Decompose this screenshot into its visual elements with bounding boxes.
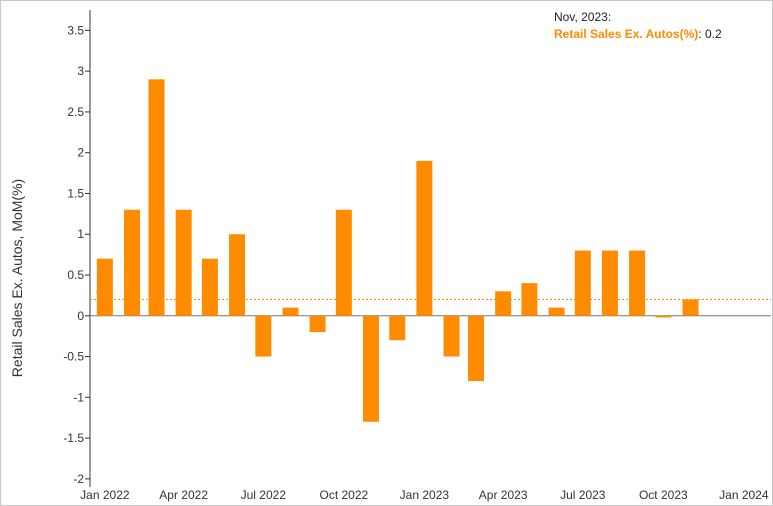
bar[interactable] <box>468 315 485 381</box>
bar[interactable] <box>229 234 246 316</box>
y-tick-label: 1.5 <box>67 186 84 200</box>
x-tick-label: Apr 2022 <box>159 488 208 502</box>
bar[interactable] <box>548 307 565 316</box>
y-tick-label: -2 <box>73 472 84 486</box>
y-tick-label: 1 <box>77 227 84 241</box>
bar[interactable] <box>682 299 699 316</box>
bar[interactable] <box>255 315 272 357</box>
bar[interactable] <box>601 250 618 316</box>
tooltip-line: Retail Sales Ex. Autos(%): 0.2 <box>554 27 722 41</box>
bar[interactable] <box>629 250 646 316</box>
bar[interactable] <box>96 258 113 316</box>
x-tick-label: Jul 2023 <box>560 488 606 502</box>
x-tick-label: Jan 2022 <box>80 488 130 502</box>
x-tick-label: Jan 2023 <box>400 488 450 502</box>
tooltip-date: Nov, 2023: <box>554 10 611 24</box>
bar[interactable] <box>335 209 352 316</box>
bar[interactable] <box>124 209 141 316</box>
bar[interactable] <box>389 315 406 341</box>
y-tick-label: 0 <box>77 309 84 323</box>
bar-series[interactable] <box>96 79 699 422</box>
y-tick-label: 0.5 <box>67 268 84 282</box>
tooltip: Nov, 2023: Retail Sales Ex. Autos(%): 0.… <box>554 10 722 41</box>
bar[interactable] <box>443 315 460 357</box>
bar[interactable] <box>655 315 672 318</box>
x-tick-label: Jul 2022 <box>241 488 287 502</box>
bar[interactable] <box>148 79 165 316</box>
y-tick-label: -0.5 <box>63 350 84 364</box>
y-tick-label: 3.5 <box>67 23 84 37</box>
bar[interactable] <box>309 315 326 333</box>
x-axis: Jan 2022 Apr 2022 Jul 2022 Oct 2022 Jan 2023… <box>80 488 769 502</box>
bar[interactable] <box>416 160 433 316</box>
x-tick-label: Oct 2023 <box>639 488 688 502</box>
tooltip-colon: : <box>698 27 705 41</box>
y-tick-label: 3 <box>77 64 84 78</box>
bar[interactable] <box>282 307 299 316</box>
bar[interactable] <box>574 250 591 316</box>
x-tick-label: Oct 2022 <box>319 488 368 502</box>
bar[interactable] <box>362 315 379 422</box>
reference-line-group: 0 <box>90 286 771 300</box>
reference-line-label: 0 <box>96 286 102 298</box>
y-tick-label: -1.5 <box>63 431 84 445</box>
tooltip-value: 0.2 <box>705 27 722 41</box>
y-tick-label: 2.5 <box>67 105 84 119</box>
bar[interactable] <box>521 283 538 316</box>
bar[interactable] <box>201 258 218 316</box>
x-tick-label: Jan 2024 <box>719 488 769 502</box>
y-tick-label: -1 <box>73 390 84 404</box>
x-tick-label: Apr 2023 <box>479 488 528 502</box>
y-axis-label: Retail Sales Ex. Autos, MoM(%) <box>9 179 25 377</box>
tooltip-series-name: Retail Sales Ex. Autos(%) <box>554 27 698 41</box>
bar[interactable] <box>495 291 512 316</box>
bar[interactable] <box>175 209 192 316</box>
y-tick-label: 2 <box>77 146 84 160</box>
